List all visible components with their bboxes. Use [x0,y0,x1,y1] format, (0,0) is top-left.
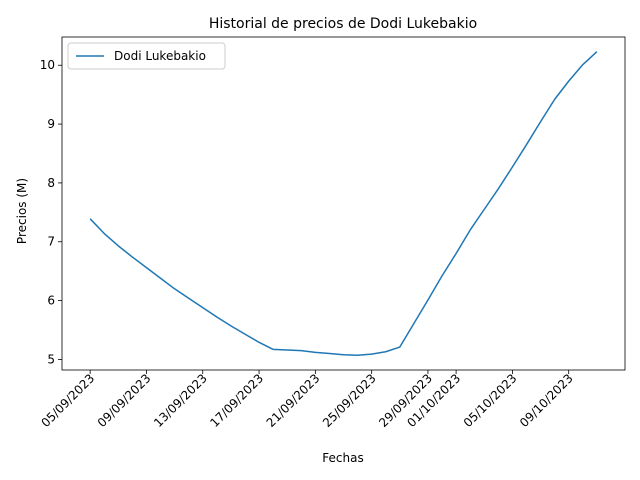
y-tick-label: 6 [47,294,55,308]
x-tick-label: 25/09/2023 [320,371,379,430]
y-tick-label: 7 [47,235,55,249]
x-tick-label: 17/09/2023 [207,371,266,430]
x-tick-label: 05/09/2023 [38,371,97,430]
x-tick-label: 09/10/2023 [517,371,576,430]
x-axis-label: Fechas [322,451,363,465]
y-tick-label: 9 [47,117,55,131]
y-tick-label: 8 [47,176,55,190]
x-tick-label: 13/09/2023 [151,371,210,430]
x-tick-label: 21/09/2023 [264,371,323,430]
chart-title: Historial de precios de Dodi Lukebakio [209,16,477,32]
y-axis-label: Precios (M) [15,178,29,244]
legend-box [67,42,226,70]
x-tick-label: 05/10/2023 [461,371,520,430]
legend-label: Dodi Lukebakio [114,49,206,63]
x-tick-label: 09/09/2023 [95,371,154,430]
y-tick-label: 5 [47,352,55,366]
plot-area: 5 6 7 8 9 10 05/09/202309/09/202313/09/202317/… [38,36,626,430]
series-line-0 [89,51,598,357]
axes-frame [61,36,626,371]
y-tick-label: 10 [40,58,55,72]
